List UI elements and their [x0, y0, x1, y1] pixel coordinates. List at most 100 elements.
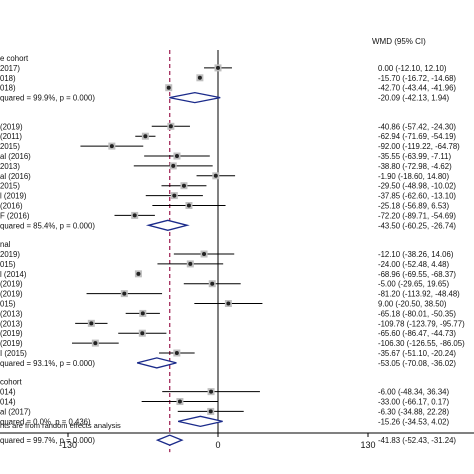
footnote: hts are from random effects analysis: [0, 421, 121, 430]
ci-value: -38.80 (-72.98, -4.62): [378, 162, 452, 171]
point-estimate: [166, 85, 171, 90]
point-estimate: [122, 291, 127, 296]
study-label: 014): [0, 388, 16, 397]
x-axis: -130 0 130: [0, 432, 474, 450]
ci-column-header: WMD (95% CI): [372, 37, 426, 46]
subgroup-label: nal: [0, 240, 11, 249]
point-estimate: [202, 252, 207, 257]
subtotal-label: quared = 93.1%, p = 0.000): [0, 359, 95, 368]
ci-value: -24.00 (-52.48, 4.48): [378, 260, 449, 269]
study-label: 015): [0, 300, 16, 309]
study-label: 015): [0, 260, 16, 269]
ci-value: -6.00 (-48.34, 36.34): [378, 388, 449, 397]
point-estimate: [174, 154, 179, 159]
subtotal-diamond: [178, 415, 223, 427]
ci-value: -5.00 (-29.65, 19.65): [378, 280, 449, 289]
study-label: 018): [0, 84, 16, 93]
ci-value: -1.90 (-18.60, 14.80): [378, 172, 449, 181]
ci-value: -72.20 (-89.71, -54.69): [378, 211, 456, 220]
study-label: 2015): [0, 182, 20, 191]
study-label: (2019): [0, 329, 23, 338]
point-estimate: [226, 301, 231, 306]
point-estimate: [168, 124, 173, 129]
ci-value: -62.94 (-71.69, -54.19): [378, 132, 456, 141]
study-label: al (2016): [0, 152, 31, 161]
study-label: 014): [0, 398, 16, 407]
point-estimate: [171, 163, 176, 168]
point-estimate: [172, 193, 177, 198]
subtotal-ci-value: -20.09 (-42.13, 1.94): [378, 94, 449, 103]
overall-label: quared = 99.7%, p = 0.000): [0, 436, 95, 445]
subtotal-ci-value: -43.50 (-60.25, -26.74): [378, 221, 456, 230]
ci-value: -35.67 (-51.10, -20.24): [378, 349, 456, 358]
point-estimate: [181, 183, 186, 188]
subgroup-label: e cohort: [0, 54, 29, 63]
ci-value: -35.55 (-63.99, -7.11): [378, 152, 452, 161]
point-estimate: [197, 75, 202, 80]
study-label: (2019): [0, 339, 23, 348]
ci-value: -33.00 (-66.17, 0.17): [378, 398, 449, 407]
subtotal-label: quared = 85.4%, p = 0.000): [0, 221, 95, 230]
point-estimate: [143, 134, 148, 139]
ci-value: -65.18 (-80.01, -50.35): [378, 309, 456, 318]
point-estimate: [216, 65, 220, 70]
point-estimate: [140, 311, 145, 316]
ci-value: 9.00 (-20.50, 38.50): [378, 300, 447, 309]
study-label: 018): [0, 74, 16, 83]
point-estimate: [132, 213, 137, 218]
ci-value: -37.85 (-62.60, -13.10): [378, 192, 456, 201]
point-estimate: [174, 351, 179, 356]
study-label: 2019): [0, 250, 20, 259]
subtotal-label: quared = 99.9%, p = 0.000): [0, 94, 95, 103]
ci-value: -15.70 (-16.72, -14.68): [378, 74, 456, 83]
ci-value: -42.70 (-43.44, -41.96): [378, 84, 456, 93]
overall-diamond: [155, 434, 184, 446]
ci-value: -12.10 (-38.26, 14.06): [378, 250, 454, 259]
point-estimate: [213, 173, 218, 178]
subtotal-label: quared = 0.0%, p = 0.436): [0, 417, 91, 426]
point-estimate: [140, 331, 145, 336]
subtotal-diamond: [136, 357, 177, 369]
subtotal-ci-value: -15.26 (-34.53, 4.02): [378, 417, 449, 426]
study-label: 2015): [0, 142, 20, 151]
subtotal-ci-value: -53.05 (-70.08, -36.02): [378, 359, 456, 368]
study-label: F (2016): [0, 211, 30, 220]
study-label: l (2019): [0, 192, 27, 201]
study-label: (2013): [0, 319, 23, 328]
overall-ci-value: -41.83 (-52.43, -31.24): [378, 436, 456, 445]
ci-value: -29.50 (-48.98, -10.02): [378, 182, 456, 191]
subtotal-diamond: [145, 219, 190, 231]
ci-value: -40.86 (-57.42, -24.30): [378, 122, 456, 131]
x-tick-label: 0: [215, 440, 220, 450]
x-tick-label: -130: [59, 440, 77, 450]
point-estimate: [177, 399, 182, 404]
study-label: (2019): [0, 122, 23, 131]
ci-value: 0.00 (-12.10, 12.10): [378, 64, 447, 73]
reference-lines: [169, 50, 219, 453]
point-estimate: [109, 144, 114, 149]
study-label: al (2016): [0, 172, 31, 181]
ci-value: -106.30 (-126.55, -86.05): [378, 339, 465, 348]
point-estimate: [209, 389, 214, 394]
study-label: (2016): [0, 202, 23, 211]
ci-value: -25.18 (-56.89, 6.53): [378, 202, 449, 211]
point-estimate: [93, 341, 98, 346]
study-label: l (2014): [0, 270, 27, 279]
ci-value: -65.60 (-86.47, -44.73): [378, 329, 456, 338]
point-estimate: [89, 321, 94, 326]
subgroup-label: cohort: [0, 378, 23, 387]
point-estimate: [208, 409, 213, 414]
subtotal-diamond: [169, 91, 221, 104]
point-estimate: [188, 261, 193, 266]
study-label: (2013): [0, 309, 23, 318]
study-label: 2017): [0, 64, 20, 73]
x-tick-label: 130: [360, 440, 375, 450]
ci-value: -6.30 (-34.88, 22.28): [378, 407, 449, 416]
study-label: (2019): [0, 290, 23, 299]
point-estimate: [136, 271, 141, 276]
point-estimate: [186, 203, 191, 208]
ci-value: -92.00 (-119.22, -64.78): [378, 142, 460, 151]
ci-value: -109.78 (-123.79, -95.77): [378, 319, 465, 328]
